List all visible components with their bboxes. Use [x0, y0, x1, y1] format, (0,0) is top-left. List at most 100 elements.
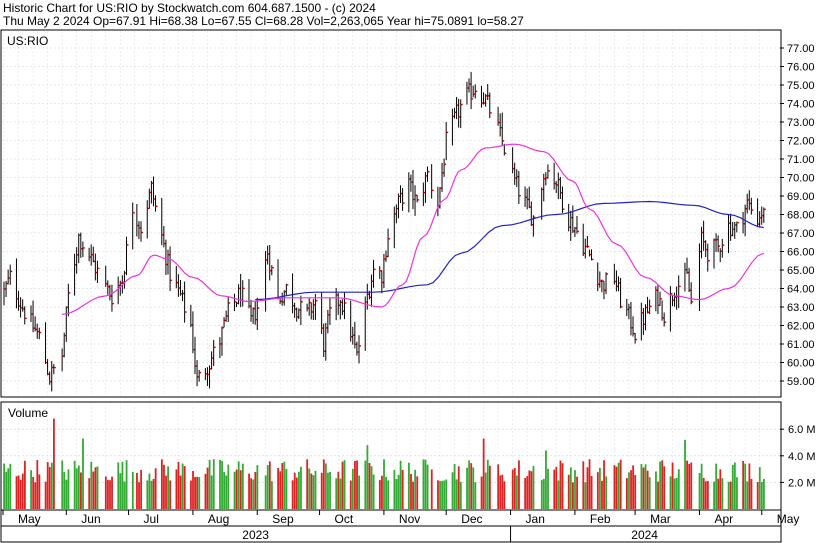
volume-bar [599, 467, 601, 509]
price-bar [634, 333, 638, 344]
price-bar [561, 186, 565, 213]
price-panel [0, 29, 782, 398]
volume-bar [657, 481, 659, 509]
volume-bar [387, 480, 390, 509]
volume-bar [169, 480, 172, 509]
volume-bar [675, 477, 678, 509]
volume-bar [354, 460, 356, 509]
volume-bar [424, 459, 427, 509]
price-bar [38, 327, 42, 340]
price-bar [140, 221, 144, 242]
volume-bar [383, 459, 385, 509]
volume-bar [268, 461, 271, 509]
volume-bar [30, 470, 32, 509]
volume-bar [613, 465, 616, 509]
volume-bar [38, 474, 41, 509]
volume-bar [125, 460, 128, 509]
volume-bar [117, 462, 120, 509]
volume-bar [545, 450, 547, 509]
volume-tick-label: 2.0 M [788, 477, 816, 489]
price-bar [256, 297, 260, 331]
volume-bar [486, 459, 489, 509]
volume-bar [300, 466, 302, 509]
volume-bar [393, 469, 396, 509]
volume-bar [731, 464, 734, 509]
volume-bar [719, 469, 722, 509]
volume-bar [470, 463, 473, 509]
volume-bar [540, 479, 543, 509]
volume-bar [661, 460, 664, 509]
volume-bar [283, 461, 286, 509]
volume-bar [80, 472, 82, 509]
volume-bar [688, 463, 691, 509]
volume-bar [32, 476, 35, 509]
price-tick-label: 67.00 [787, 228, 815, 240]
price-bar [427, 166, 430, 182]
price-bar [227, 297, 231, 322]
volume-bar [669, 476, 672, 509]
volume-bar [183, 466, 186, 509]
price-bar [132, 202, 135, 250]
price-bar [198, 370, 202, 382]
volume-bar [291, 480, 294, 509]
volume-bar [466, 467, 468, 509]
volume-bars [3, 418, 765, 509]
price-bar [649, 299, 652, 315]
price-bar [387, 228, 391, 258]
volume-bar [443, 480, 446, 509]
volume-bar [329, 471, 331, 509]
volume-bar [455, 479, 458, 509]
volume-bar [559, 460, 562, 509]
volume-bar [281, 463, 284, 509]
price-tick-label: 61.00 [787, 339, 815, 351]
volume-bar [308, 468, 311, 509]
volume-bar [569, 467, 572, 509]
volume-bar [44, 481, 47, 509]
volume-bar [7, 468, 10, 509]
volume-bar [285, 469, 288, 509]
volume-bar [36, 460, 39, 509]
volume-bar [756, 482, 759, 509]
volume-bar [370, 466, 373, 509]
volume-bar [532, 466, 535, 509]
volume-bar [9, 463, 12, 509]
month-label: Jul [144, 512, 159, 526]
price-bar [82, 241, 85, 258]
price-bar [518, 171, 521, 204]
volume-bar [320, 472, 323, 509]
volume-bar [663, 466, 666, 509]
volume-bar [715, 463, 718, 509]
volume-bar [175, 469, 178, 509]
volume-bar [439, 481, 441, 509]
volume-bar [227, 464, 230, 509]
price-bar [169, 246, 173, 292]
volume-bar [501, 474, 504, 509]
volume-bar [426, 464, 429, 509]
price-bar [184, 281, 187, 323]
volume-bar [163, 464, 165, 509]
short-moving-average [62, 143, 765, 315]
volume-bar [721, 478, 724, 509]
price-bar [678, 275, 681, 309]
volume-bar [453, 464, 456, 509]
volume-bar [524, 478, 527, 509]
volume-bar [107, 479, 109, 509]
volume-bar [61, 460, 64, 509]
price-bar [601, 279, 604, 293]
volume-bar [582, 461, 585, 509]
volume-bar [235, 469, 238, 509]
volume-bar [165, 475, 167, 509]
volume-bar [416, 476, 419, 509]
price-bar [155, 195, 158, 212]
volume-bar [90, 461, 93, 509]
month-label: Aug [208, 512, 229, 526]
volume-bar [408, 462, 410, 509]
volume-bar [555, 466, 558, 509]
volume-bar [322, 459, 325, 509]
price-tick-label: 72.00 [787, 136, 815, 148]
chart-title: Historic Chart for US:RIO by Stockwatch.… [3, 1, 376, 15]
volume-bar [248, 473, 250, 509]
volume-bar [686, 460, 689, 509]
volume-bar [88, 478, 91, 509]
price-bar [659, 291, 663, 306]
